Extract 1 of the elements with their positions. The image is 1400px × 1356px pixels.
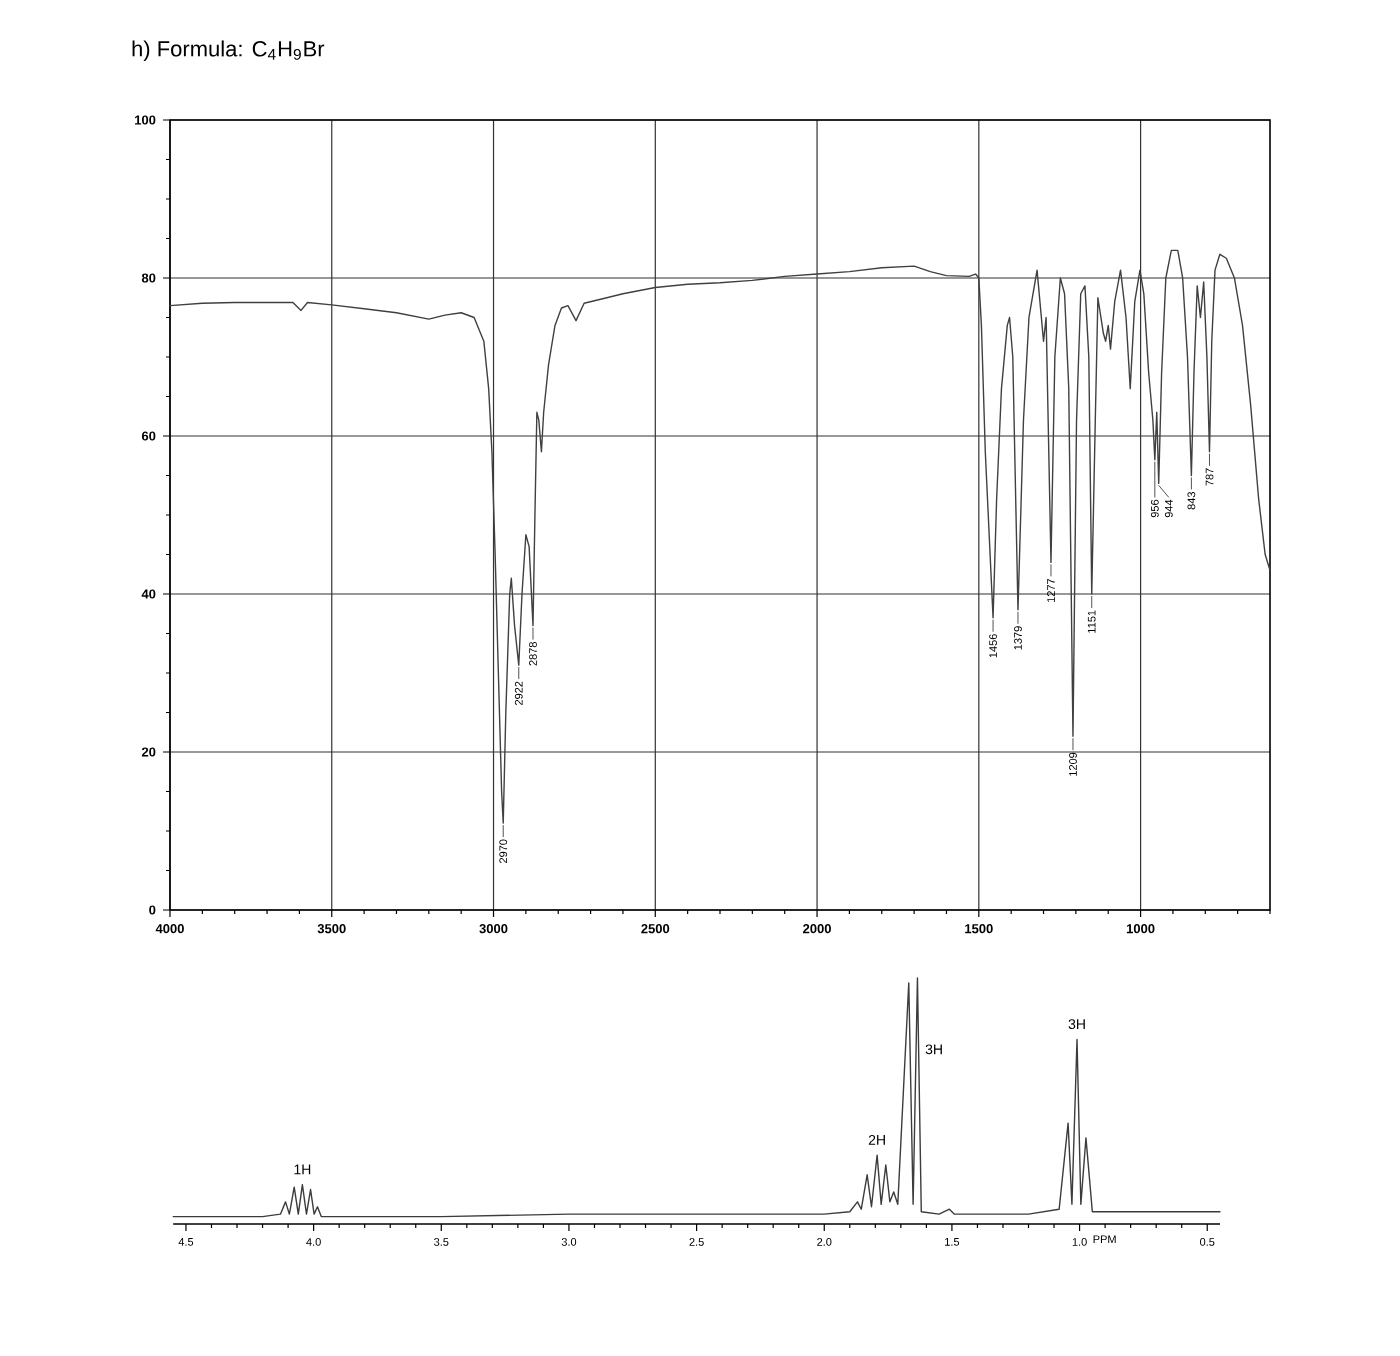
chart-title: h) Formula: C$_{4}$H$_{9}$Br: [132, 40, 325, 61]
